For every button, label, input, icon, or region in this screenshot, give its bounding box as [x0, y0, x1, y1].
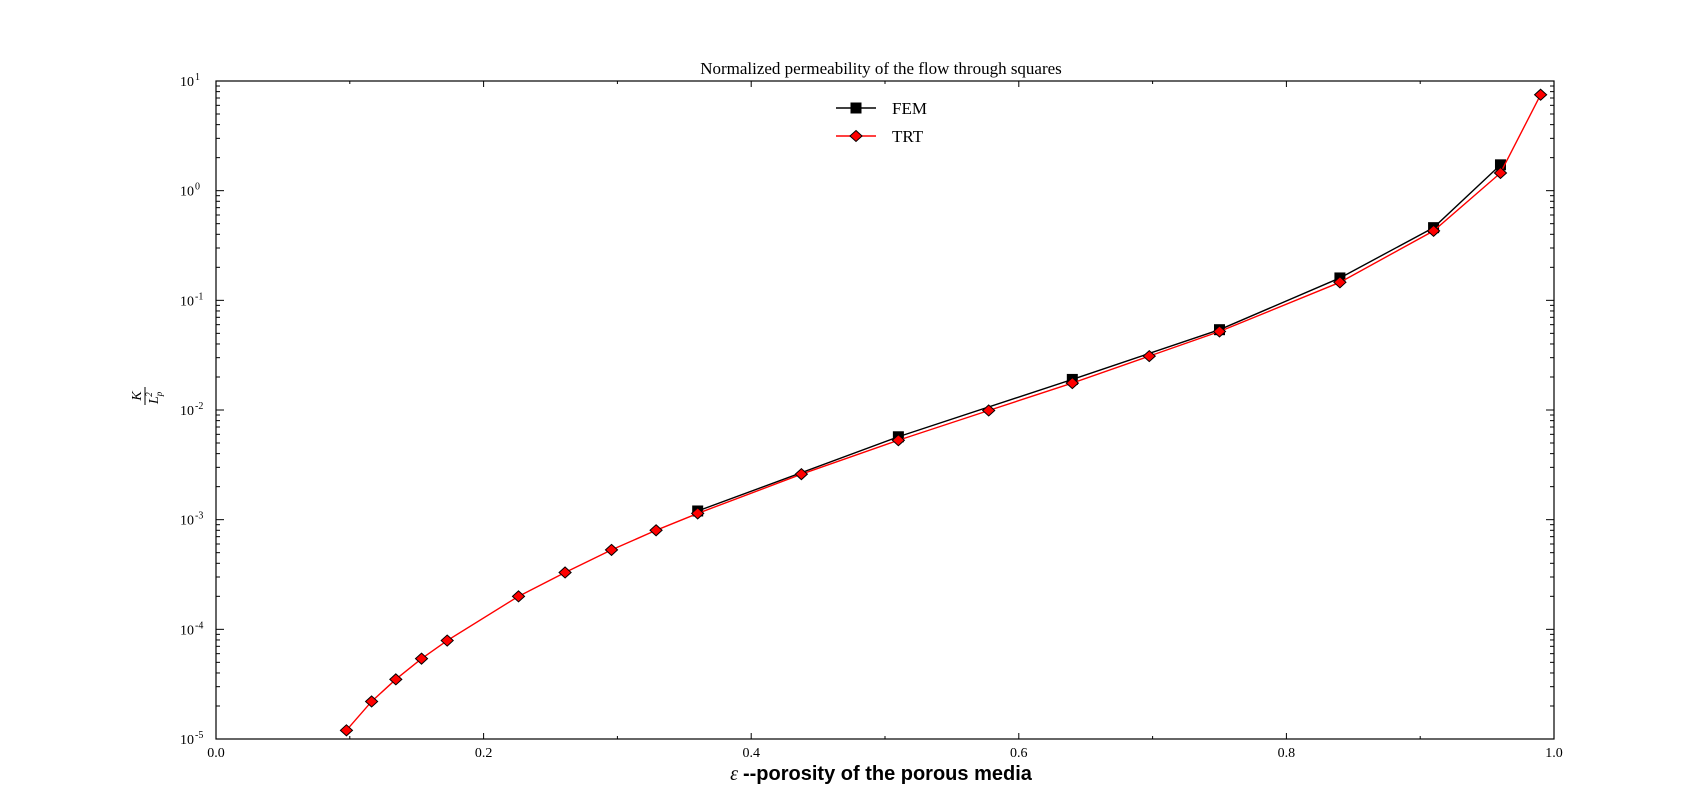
x-axis-label: ε --porosity of the porous media	[730, 763, 1033, 785]
y-label-denominator: Lp2	[144, 391, 164, 405]
y-tick-label: 10	[180, 75, 194, 90]
x-tick-label: 1.0	[1545, 746, 1563, 761]
trt-point	[604, 543, 619, 557]
y-label-denominator-sup: 2	[144, 392, 154, 397]
y-tick-exponent: 0	[195, 182, 200, 193]
fem-line	[697, 164, 1501, 512]
y-tick-label: 10	[180, 404, 194, 419]
legend-marker-fem	[850, 102, 862, 114]
trt-point	[511, 590, 526, 603]
x-label-symbol: ε	[730, 763, 738, 785]
trt-point	[1065, 376, 1080, 390]
y-tick-base: 10	[180, 185, 194, 200]
trt-point	[794, 467, 809, 481]
series-fem	[692, 159, 1506, 517]
trt-point	[339, 724, 354, 737]
trt-point	[1333, 276, 1347, 289]
y-tick-exponent: -5	[195, 730, 203, 741]
trt-point	[690, 507, 705, 520]
y-tick-base: 10	[180, 294, 194, 309]
legend-marker-trt	[849, 129, 863, 143]
y-label-denominator-sub: p	[154, 391, 164, 397]
y-tick-label: 10	[180, 185, 194, 200]
y-label-numerator: K	[130, 391, 145, 402]
axes: 0.0 0.2 0.4 0.6 0.8 1.010-510-410-310-210-110…	[180, 72, 1563, 761]
trt-point	[558, 566, 572, 579]
trt-point	[649, 524, 663, 537]
trt-point	[1493, 166, 1508, 180]
x-tick-label: 0.0	[207, 746, 225, 761]
trt-point	[414, 652, 429, 665]
y-tick-base: 10	[180, 404, 194, 419]
x-tick-label: 0.4	[742, 746, 760, 761]
legend-label-trt: TRT	[892, 127, 924, 146]
series-layer	[339, 88, 1548, 737]
trt-point	[891, 434, 906, 447]
y-tick-exponent: -2	[195, 401, 203, 412]
trt-point	[364, 695, 379, 708]
trt-point	[1212, 325, 1227, 338]
trt-line	[345, 94, 1542, 731]
plot-frame	[215, 80, 1555, 740]
y-tick-label: 10	[180, 514, 194, 529]
y-tick-label: 10	[180, 733, 194, 748]
y-label-denominator-base: L	[147, 396, 162, 405]
y-tick-exponent: -4	[195, 620, 203, 631]
trt-point	[1142, 349, 1157, 363]
legend-label-fem: FEM	[892, 99, 927, 118]
x-label-text: --porosity of the porous media	[743, 763, 1033, 785]
y-tick-label: 10	[180, 294, 194, 309]
legend: FEM TRT	[836, 99, 927, 146]
trt-point	[1533, 88, 1548, 101]
y-tick-base: 10	[180, 733, 194, 748]
y-axis-label: K Lp2	[130, 387, 164, 405]
x-tick-label: 0.6	[1010, 746, 1028, 761]
y-tick-exponent: 1	[195, 72, 200, 83]
x-tick-label: 0.8	[1278, 746, 1296, 761]
y-tick-exponent: -1	[195, 291, 203, 302]
y-tick-base: 10	[180, 75, 194, 90]
series-trt	[339, 88, 1548, 737]
chart-title: Normalized permeability of the flow thro…	[700, 59, 1062, 78]
y-tick-label: 10	[180, 623, 194, 638]
trt-point	[981, 404, 996, 417]
y-tick-base: 10	[180, 623, 194, 638]
x-tick-label: 0.2	[475, 746, 493, 761]
y-tick-base: 10	[180, 514, 194, 529]
trt-point	[440, 634, 454, 647]
trt-point	[1426, 224, 1441, 238]
trt-point	[389, 673, 403, 686]
y-tick-exponent: -3	[195, 511, 203, 522]
